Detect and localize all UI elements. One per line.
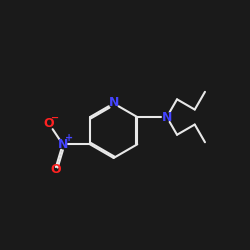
- Text: O: O: [44, 117, 54, 130]
- Text: +: +: [65, 133, 73, 143]
- Text: N: N: [58, 138, 68, 151]
- Text: N: N: [162, 110, 172, 124]
- Text: −: −: [52, 112, 60, 122]
- Text: O: O: [50, 163, 61, 176]
- Text: N: N: [108, 96, 119, 109]
